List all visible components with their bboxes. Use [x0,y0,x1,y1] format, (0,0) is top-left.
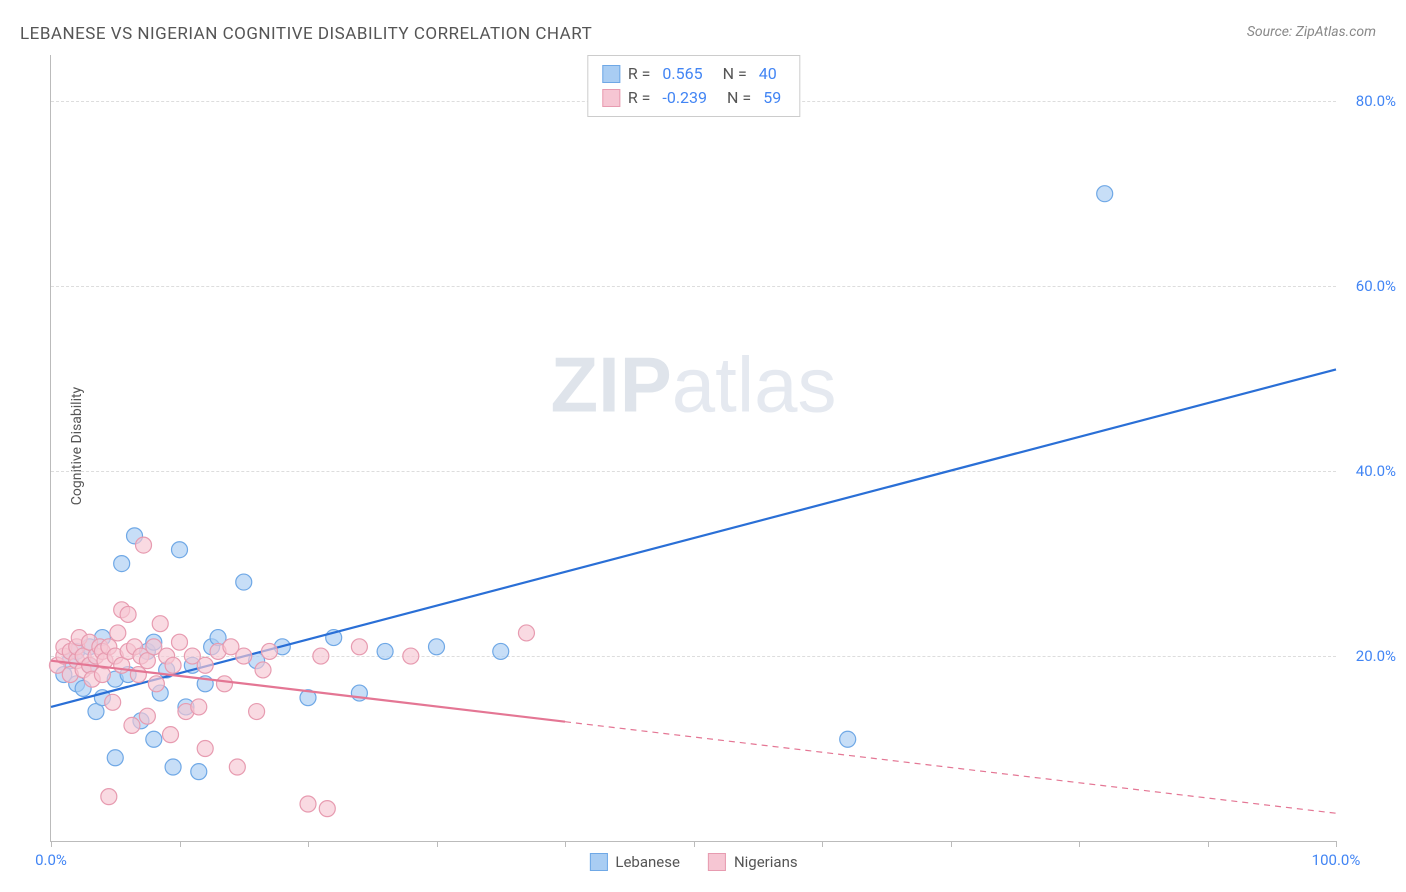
corr-row-nigerians: R = -0.239 N = 59 [602,86,785,110]
swatch-nigerians [602,89,620,107]
swatch-lebanese-icon [589,853,607,871]
data-point [114,556,130,572]
data-point [313,648,329,664]
data-point [249,704,265,720]
data-point [403,648,419,664]
data-point [139,708,155,724]
data-point [172,542,188,558]
data-point [172,634,188,650]
data-point [319,801,335,817]
data-point [165,657,181,673]
y-tick-label: 60.0% [1341,277,1396,295]
data-point [1097,186,1113,202]
data-point [191,764,207,780]
swatch-lebanese [602,65,620,83]
trend-line-extrapolated [565,722,1336,814]
data-point [493,643,509,659]
legend-item-nigerians: Nigerians [708,853,798,871]
data-point [136,537,152,553]
data-point [197,741,213,757]
series-legend: Lebanese Nigerians [589,853,797,871]
data-point [94,667,110,683]
x-tick-label: 100.0% [1312,851,1361,869]
data-point [124,717,140,733]
data-point [300,796,316,812]
x-tick-label: 0.0% [35,851,67,869]
data-point [377,643,393,659]
data-point [101,789,117,805]
data-point [146,731,162,747]
y-tick-label: 20.0% [1341,647,1396,665]
data-point [236,648,252,664]
legend-item-lebanese: Lebanese [589,853,680,871]
data-point [191,699,207,715]
data-point [429,639,445,655]
data-point [216,676,232,692]
data-point [120,606,136,622]
data-point [236,574,252,590]
data-point [105,694,121,710]
y-tick-label: 40.0% [1341,462,1396,480]
data-point [107,750,123,766]
data-point [518,625,534,641]
trend-line [51,661,565,722]
data-point [165,759,181,775]
correlation-legend: R = 0.565 N = 40 R = -0.239 N = 59 [587,55,800,117]
data-point [130,667,146,683]
corr-row-lebanese: R = 0.565 N = 40 [602,62,785,86]
data-point [840,731,856,747]
data-point [152,616,168,632]
source-attribution: Source: ZipAtlas.com [1247,24,1376,40]
swatch-nigerians-icon [708,853,726,871]
chart-plot-area: ZIPatlas 20.0%40.0%60.0%80.0%0.0%100.0% … [50,55,1336,842]
data-point [163,727,179,743]
data-point [351,639,367,655]
data-point [148,676,164,692]
chart-title: LEBANESE VS NIGERIAN COGNITIVE DISABILIT… [20,24,592,44]
data-point [261,643,277,659]
y-tick-label: 80.0% [1341,92,1396,110]
data-point [197,657,213,673]
scatter-plot-svg [51,55,1336,841]
data-point [255,662,271,678]
data-point [110,625,126,641]
data-point [229,759,245,775]
